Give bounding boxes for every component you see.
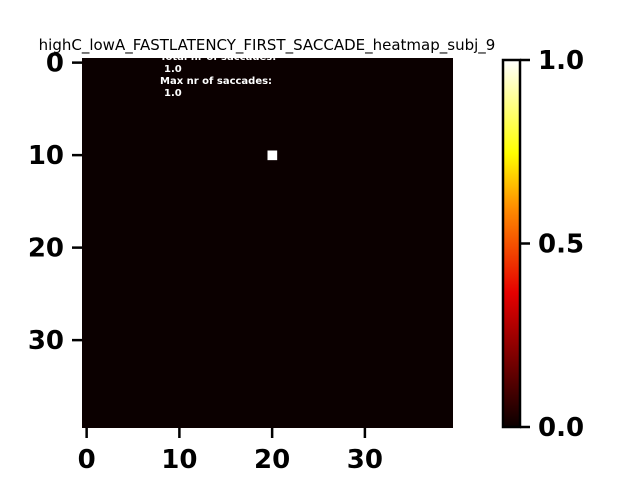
y-tick-label: 10: [28, 141, 64, 171]
colorbar-gradient: [501, 58, 522, 429]
x-axis: 0 10 20 30: [78, 428, 383, 475]
heatmap-plot-area: Total nr of saccades: 1.0 Max nr of sacc…: [82, 52, 453, 428]
colorbar-tick-label: 0.0: [538, 413, 584, 443]
x-tick-label: 30: [347, 445, 383, 475]
y-tick-label: 30: [28, 326, 64, 356]
y-axis: 0 10 20 30: [28, 49, 82, 356]
x-tick-label: 0: [78, 445, 96, 475]
saccade-annotation: Total nr of saccades: 1.0 Max nr of sacc…: [160, 52, 276, 99]
chart-title: highC_lowA_FASTLATENCY_FIRST_SACCADE_hea…: [39, 36, 496, 55]
x-tick-label: 20: [254, 445, 290, 475]
heatmap-cell: [267, 150, 278, 161]
colorbar-tick-label: 1.0: [538, 46, 584, 76]
heatmap-background: [82, 58, 453, 428]
y-tick-label: 0: [46, 49, 64, 79]
annotation-total-value: 1.0: [164, 64, 182, 75]
colorbar-tick-label: 0.5: [538, 230, 584, 260]
annotation-max-value: 1.0: [164, 88, 182, 99]
annotation-total-label: Total nr of saccades:: [160, 52, 276, 63]
colorbar: 0.0 0.5 1.0: [501, 46, 584, 443]
y-tick-label: 20: [28, 234, 64, 264]
heatmap-cells: [267, 150, 278, 161]
colorbar-ticks: 0.0 0.5 1.0: [520, 46, 584, 443]
annotation-max-label: Max nr of saccades:: [160, 76, 272, 87]
x-tick-label: 10: [161, 445, 197, 475]
